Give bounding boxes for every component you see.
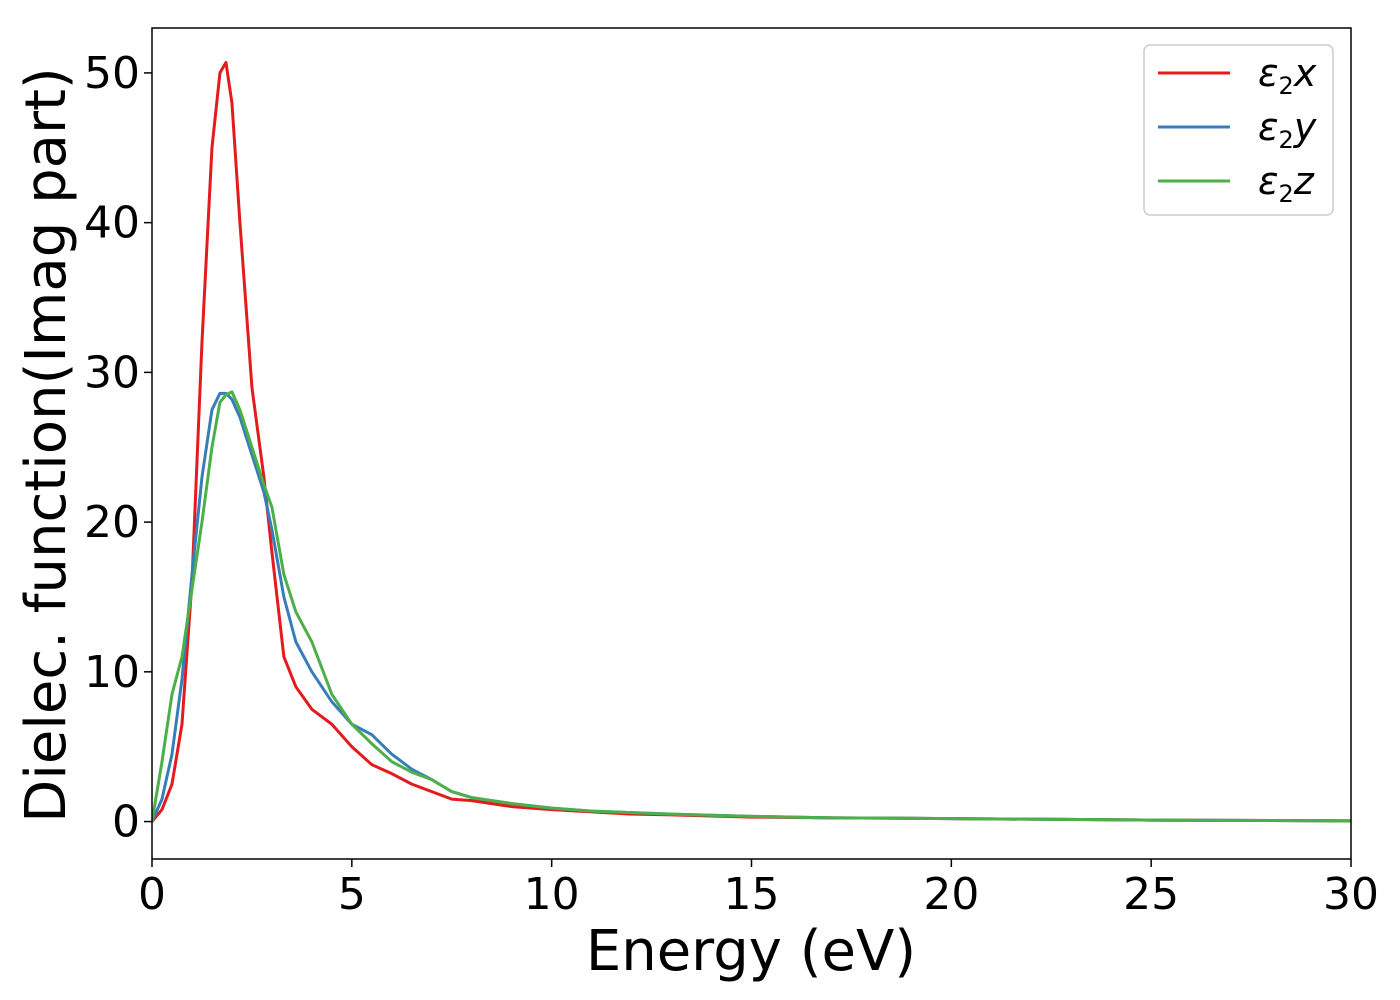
x-tick-label: 30	[1323, 869, 1379, 920]
x-tick-label: 10	[524, 869, 580, 920]
x-tick-label: 5	[338, 869, 366, 920]
y-tick-label: 20	[84, 497, 140, 548]
y-tick-label: 50	[84, 48, 140, 99]
x-tick-label: 25	[1123, 869, 1179, 920]
x-axis-label: Energy (eV)	[586, 919, 916, 984]
legend-label-z: ε2z	[1258, 159, 1315, 208]
y-tick-label: 10	[84, 647, 140, 698]
series-line-z	[152, 390, 1351, 823]
x-axis: 0 5 10 15 20 25 30	[138, 859, 1379, 920]
y-tick-label: 0	[112, 797, 140, 848]
legend: ε2x ε2y ε2z	[1143, 44, 1334, 216]
x-tick-label: 0	[138, 869, 166, 920]
series-line-y	[152, 391, 1351, 823]
y-axis: 0 10 20 30 40 50	[84, 48, 152, 848]
y-axis-label: Dielec. function(Imag part)	[14, 67, 79, 823]
legend-box	[1143, 44, 1334, 216]
x-tick-label: 20	[923, 869, 979, 920]
x-tick-label: 15	[724, 869, 780, 920]
series-layer	[152, 60, 1351, 823]
y-tick-label: 40	[84, 198, 140, 249]
y-tick-label: 30	[84, 347, 140, 398]
legend-label-x: ε2x	[1258, 51, 1317, 100]
legend-label-y: ε2y	[1258, 105, 1317, 154]
